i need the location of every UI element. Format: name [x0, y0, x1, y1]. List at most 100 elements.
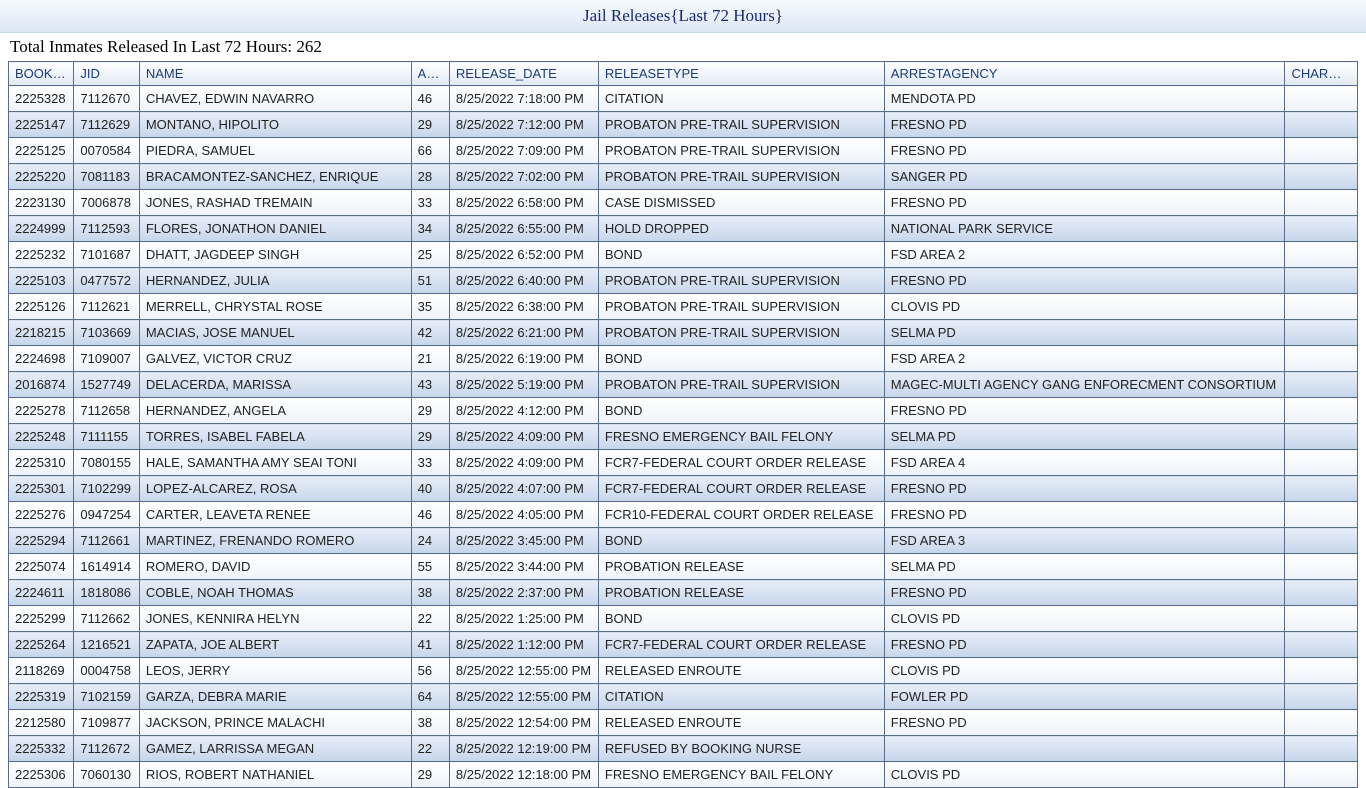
table-cell: 2212580 [9, 710, 74, 736]
table-cell [1285, 242, 1358, 268]
col-header-charges[interactable]: CHARGES [1285, 62, 1358, 86]
table-row: 22182157103669MACIAS, JOSE MANUEL428/25/… [9, 320, 1358, 346]
table-cell: RIOS, ROBERT NATHANIEL [139, 762, 411, 788]
table-cell: REFUSED BY BOOKING NURSE [598, 736, 884, 762]
table-cell: 2225220 [9, 164, 74, 190]
table-cell: 8/25/2022 1:25:00 PM [449, 606, 598, 632]
table-cell: RELEASED ENROUTE [598, 658, 884, 684]
table-cell: 55 [411, 554, 449, 580]
table-cell: 8/25/2022 3:44:00 PM [449, 554, 598, 580]
table-cell: 8/25/2022 4:09:00 PM [449, 450, 598, 476]
col-header-age[interactable]: AGE [411, 62, 449, 86]
table-cell: FSD AREA 2 [884, 242, 1285, 268]
col-header-name[interactable]: NAME [139, 62, 411, 86]
table-cell: DHATT, JAGDEEP SINGH [139, 242, 411, 268]
table-cell: 8/25/2022 12:54:00 PM [449, 710, 598, 736]
table-cell [1285, 710, 1358, 736]
table-cell [1285, 268, 1358, 294]
table-row: 22253067060130RIOS, ROBERT NATHANIEL298/… [9, 762, 1358, 788]
table-row: 22252641216521ZAPATA, JOE ALBERT418/25/2… [9, 632, 1358, 658]
table-cell: FRESNO PD [884, 268, 1285, 294]
table-cell: 24 [411, 528, 449, 554]
table-cell: FRESNO EMERGENCY BAIL FELONY [598, 762, 884, 788]
table-row: 22251250070584PIEDRA, SAMUEL668/25/2022 … [9, 138, 1358, 164]
table-cell: CITATION [598, 684, 884, 710]
table-cell [1285, 476, 1358, 502]
table-cell: 2223130 [9, 190, 74, 216]
table-cell: 2225276 [9, 502, 74, 528]
summary-line: Total Inmates Released In Last 72 Hours:… [0, 33, 1366, 61]
table-cell [1285, 294, 1358, 320]
table-cell: 7109877 [74, 710, 139, 736]
table-cell: 7112658 [74, 398, 139, 424]
table-row: 22252487111155TORRES, ISABEL FABELA298/2… [9, 424, 1358, 450]
table-cell: 2224999 [9, 216, 74, 242]
table-cell: BRACAMONTEZ-SANCHEZ, ENRIQUE [139, 164, 411, 190]
table-cell [1285, 138, 1358, 164]
table-cell [1285, 320, 1358, 346]
summary-label: Total Inmates Released In Last 72 Hours: [10, 37, 296, 56]
table-row: 22253327112672GAMEZ, LARRISSA MEGAN228/2… [9, 736, 1358, 762]
table-cell: 7081183 [74, 164, 139, 190]
col-header-type[interactable]: RELEASETYPE [598, 62, 884, 86]
table-cell: GARZA, DEBRA MARIE [139, 684, 411, 710]
table-cell: JONES, KENNIRA HELYN [139, 606, 411, 632]
table-row: 22252207081183BRACAMONTEZ-SANCHEZ, ENRIQ… [9, 164, 1358, 190]
table-row: 22252787112658HERNANDEZ, ANGELA298/25/20… [9, 398, 1358, 424]
table-cell: 7109007 [74, 346, 139, 372]
table-cell: 1216521 [74, 632, 139, 658]
table-cell [1285, 86, 1358, 112]
table-cell: 0947254 [74, 502, 139, 528]
col-header-date[interactable]: RELEASE_DATE [449, 62, 598, 86]
table-cell: 0477572 [74, 268, 139, 294]
table-cell: 8/25/2022 6:21:00 PM [449, 320, 598, 346]
table-cell: MENDOTA PD [884, 86, 1285, 112]
table-row: 21182690004758LEOS, JERRY568/25/2022 12:… [9, 658, 1358, 684]
col-header-jid[interactable]: JID [74, 62, 139, 86]
table-cell: PROBATON PRE-TRAIL SUPERVISION [598, 268, 884, 294]
table-cell: FRESNO PD [884, 632, 1285, 658]
table-cell: PROBATON PRE-TRAIL SUPERVISION [598, 138, 884, 164]
table-cell: 33 [411, 190, 449, 216]
table-cell: 29 [411, 398, 449, 424]
table-cell: 2225232 [9, 242, 74, 268]
table-cell: SELMA PD [884, 424, 1285, 450]
table-cell: 8/25/2022 7:02:00 PM [449, 164, 598, 190]
table-cell [1285, 606, 1358, 632]
table-cell: 7006878 [74, 190, 139, 216]
table-cell: SELMA PD [884, 554, 1285, 580]
table-cell: 43 [411, 372, 449, 398]
table-cell: GAMEZ, LARRISSA MEGAN [139, 736, 411, 762]
table-cell: 1527749 [74, 372, 139, 398]
table-cell: 8/25/2022 4:05:00 PM [449, 502, 598, 528]
table-cell: 8/25/2022 7:12:00 PM [449, 112, 598, 138]
table-cell: 2225248 [9, 424, 74, 450]
table-cell: 8/25/2022 4:09:00 PM [449, 424, 598, 450]
table-cell: 8/25/2022 12:18:00 PM [449, 762, 598, 788]
table-cell: FSD AREA 3 [884, 528, 1285, 554]
table-cell [1285, 528, 1358, 554]
table-cell: PROBATON PRE-TRAIL SUPERVISION [598, 294, 884, 320]
col-header-booking[interactable]: BOOKING# [9, 62, 74, 86]
table-cell: 46 [411, 86, 449, 112]
table-cell: 25 [411, 242, 449, 268]
table-cell: MACIAS, JOSE MANUEL [139, 320, 411, 346]
table-cell: 2225306 [9, 762, 74, 788]
banner-title: Jail Releases{Last 72 Hours} [583, 6, 783, 25]
table-cell [1285, 164, 1358, 190]
table-cell: 42 [411, 320, 449, 346]
table-cell: 8/25/2022 6:19:00 PM [449, 346, 598, 372]
table-cell [1285, 554, 1358, 580]
table-cell: FRESNO EMERGENCY BAIL FELONY [598, 424, 884, 450]
table-cell: 2016874 [9, 372, 74, 398]
table-cell: 8/25/2022 1:12:00 PM [449, 632, 598, 658]
table-cell: 2224698 [9, 346, 74, 372]
table-cell: SANGER PD [884, 164, 1285, 190]
col-header-agency[interactable]: ARRESTAGENCY [884, 62, 1285, 86]
table-cell: 2225299 [9, 606, 74, 632]
table-cell: 66 [411, 138, 449, 164]
table-cell [1285, 684, 1358, 710]
table-cell: 8/25/2022 12:19:00 PM [449, 736, 598, 762]
table-cell: 40 [411, 476, 449, 502]
table-row: 22253107080155HALE, SAMANTHA AMY SEAI TO… [9, 450, 1358, 476]
